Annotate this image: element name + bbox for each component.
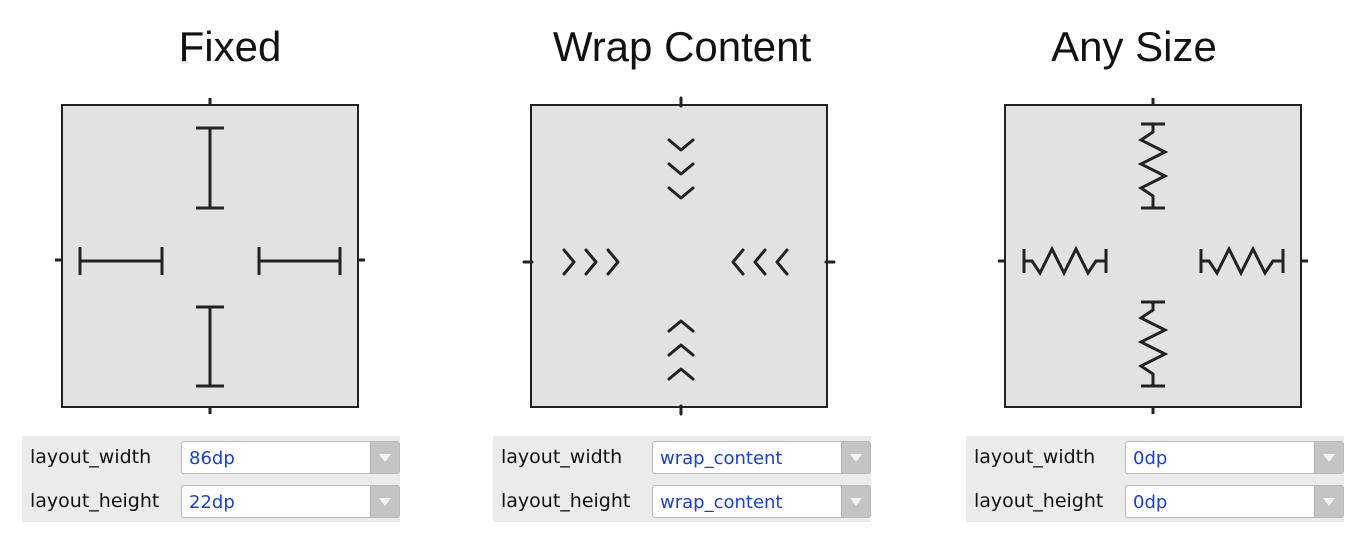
panel-title: Fixed bbox=[178, 23, 282, 70]
dropdown-arrow-icon[interactable] bbox=[841, 442, 870, 473]
any-size-spring-icon bbox=[997, 97, 1308, 414]
fixed-size-icon-graphic bbox=[54, 97, 365, 414]
dropdown-arrow-icon[interactable] bbox=[1314, 486, 1343, 517]
layout-width-dropdown[interactable]: 86dp bbox=[181, 441, 400, 474]
layout-height-value[interactable]: 0dp bbox=[1133, 492, 1168, 513]
panel-title: Any Size bbox=[1051, 23, 1217, 70]
layout-height-row: layout_height wrap_content bbox=[493, 482, 871, 522]
layout-height-value[interactable]: 22dp bbox=[189, 492, 235, 513]
panel-fixed: Fixed bbox=[0, 0, 460, 544]
layout-height-label: layout_height bbox=[30, 490, 160, 512]
dropdown-arrow-icon[interactable] bbox=[841, 486, 870, 517]
layout-width-dropdown[interactable]: wrap_content bbox=[652, 441, 871, 474]
layout-width-value[interactable]: wrap_content bbox=[660, 448, 783, 469]
layout-width-label: layout_width bbox=[501, 446, 623, 468]
layout-height-dropdown[interactable]: 22dp bbox=[181, 485, 400, 518]
panel-any-size: Any Size bbox=[904, 0, 1364, 544]
fixed-size-icon bbox=[54, 97, 365, 414]
layout-width-row: layout_width 86dp bbox=[22, 438, 400, 478]
layout-width-label: layout_width bbox=[974, 446, 1096, 468]
wrap-content-icon bbox=[522, 96, 835, 415]
properties-panel: layout_width 86dp layout_height 22dp bbox=[22, 436, 400, 522]
layout-width-value[interactable]: 86dp bbox=[189, 448, 235, 469]
layout-width-row: layout_width wrap_content bbox=[493, 438, 871, 478]
wrap-content-icon-graphic bbox=[522, 96, 835, 415]
properties-panel: layout_width wrap_content layout_height … bbox=[493, 436, 871, 522]
dropdown-arrow-icon[interactable] bbox=[370, 486, 399, 517]
panel-title: Wrap Content bbox=[552, 23, 812, 70]
any-size-spring-icon-graphic bbox=[997, 97, 1308, 414]
layout-width-row: layout_width 0dp bbox=[966, 438, 1344, 478]
dropdown-arrow-icon[interactable] bbox=[1314, 442, 1343, 473]
layout-height-label: layout_height bbox=[974, 490, 1104, 512]
layout-width-value[interactable]: 0dp bbox=[1133, 448, 1168, 469]
layout-height-dropdown[interactable]: 0dp bbox=[1125, 485, 1344, 518]
dropdown-arrow-icon[interactable] bbox=[370, 442, 399, 473]
layout-width-label: layout_width bbox=[30, 446, 152, 468]
layout-height-dropdown[interactable]: wrap_content bbox=[652, 485, 871, 518]
layout-height-row: layout_height 22dp bbox=[22, 482, 400, 522]
properties-panel: layout_width 0dp layout_height 0dp bbox=[966, 436, 1344, 522]
layout-height-value[interactable]: wrap_content bbox=[660, 492, 783, 513]
layout-height-label: layout_height bbox=[501, 490, 631, 512]
layout-width-dropdown[interactable]: 0dp bbox=[1125, 441, 1344, 474]
layout-height-row: layout_height 0dp bbox=[966, 482, 1344, 522]
panel-wrap-content: Wrap Content bbox=[452, 0, 912, 544]
